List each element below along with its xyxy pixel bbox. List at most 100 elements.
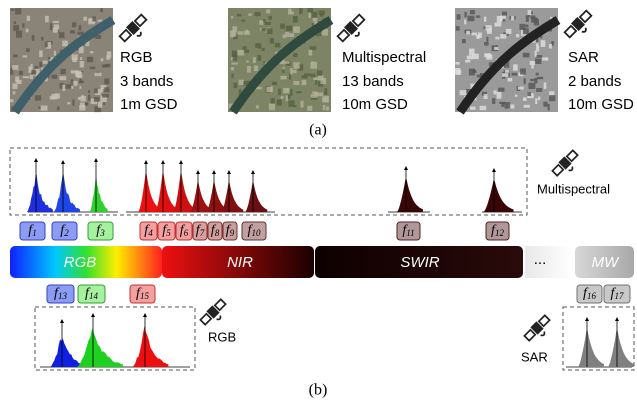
filter-box	[46, 284, 75, 304]
texture	[488, 62, 495, 67]
filter-index: 4	[148, 228, 153, 238]
filter-symbol: f	[85, 286, 91, 301]
texture	[549, 91, 555, 97]
texture	[230, 67, 235, 71]
texture	[266, 28, 273, 35]
texture	[79, 57, 83, 60]
texture	[106, 51, 112, 59]
histogram	[89, 177, 108, 212]
texture	[511, 72, 518, 76]
texture	[499, 101, 506, 105]
filter-box	[576, 284, 603, 304]
texture	[266, 86, 273, 93]
texture	[260, 27, 263, 31]
texture	[310, 96, 318, 100]
filter-symbol: f	[248, 223, 254, 238]
texture	[79, 77, 82, 83]
texture	[231, 62, 238, 65]
texture	[496, 16, 502, 23]
filter-label: f3	[96, 223, 105, 238]
texture	[31, 70, 37, 75]
texture	[34, 66, 39, 70]
band-mw	[575, 246, 634, 278]
texture	[476, 34, 480, 39]
texture	[505, 28, 512, 34]
histogram	[221, 182, 244, 212]
texture	[26, 48, 30, 52]
texture	[104, 63, 111, 68]
filter-label: f9	[226, 223, 235, 238]
texture	[268, 103, 275, 111]
satellite-icon	[563, 9, 593, 39]
texture	[472, 53, 479, 60]
texture	[310, 94, 318, 98]
texture	[237, 50, 245, 56]
texture	[39, 61, 43, 68]
texture	[97, 101, 103, 108]
texture	[71, 54, 78, 60]
icon-part	[558, 156, 572, 170]
filter-symbol: f	[96, 223, 102, 238]
texture	[285, 31, 290, 37]
filter-symbol: f	[196, 223, 202, 238]
filter-box	[77, 284, 106, 304]
texture	[44, 42, 48, 48]
histogram	[607, 329, 634, 367]
texture	[233, 34, 238, 40]
texture	[62, 84, 66, 91]
texture	[15, 30, 23, 38]
filter-symbol: f	[211, 223, 217, 238]
texture	[307, 105, 313, 111]
texture	[18, 70, 23, 76]
filter-label: f12	[491, 223, 504, 238]
texture	[263, 61, 266, 66]
filter-box	[485, 221, 510, 241]
texture	[477, 32, 482, 38]
filter-label: f16	[583, 286, 596, 301]
filter-box	[192, 221, 208, 241]
filter-index: 8	[215, 228, 220, 238]
texture	[64, 84, 72, 89]
histogram	[483, 180, 514, 212]
texture	[465, 59, 471, 63]
texture	[531, 65, 534, 69]
texture	[45, 15, 49, 23]
filter-box	[129, 284, 156, 304]
icon-part	[136, 31, 142, 37]
texture	[10, 8, 15, 12]
texture	[293, 26, 300, 33]
texture	[102, 94, 109, 98]
sensor-gsd: 10m GSD	[342, 96, 408, 113]
texture	[465, 89, 472, 94]
texture	[230, 16, 234, 19]
texture	[303, 73, 311, 76]
texture	[58, 32, 65, 39]
texture	[34, 68, 40, 76]
texture	[25, 28, 29, 33]
texture	[483, 94, 488, 99]
texture	[522, 97, 527, 101]
texture	[535, 55, 543, 58]
texture	[101, 64, 108, 68]
texture	[527, 13, 530, 17]
texture	[62, 40, 68, 47]
texture	[504, 69, 510, 73]
texture	[287, 94, 291, 99]
texture	[70, 79, 74, 86]
texture	[534, 77, 538, 84]
histogram	[245, 182, 268, 212]
texture	[77, 31, 84, 35]
filter-label: f1	[28, 223, 36, 238]
satellite-icon	[199, 298, 227, 326]
texture	[93, 96, 100, 102]
texture	[246, 60, 249, 63]
texture	[297, 64, 304, 71]
texture	[540, 40, 546, 47]
texture	[537, 96, 541, 101]
satellite-icon	[118, 13, 148, 43]
filter-label: f17	[611, 286, 624, 301]
texture	[283, 61, 290, 64]
icon-part	[540, 331, 546, 337]
texture	[82, 102, 89, 106]
satellite-icon	[336, 13, 366, 43]
